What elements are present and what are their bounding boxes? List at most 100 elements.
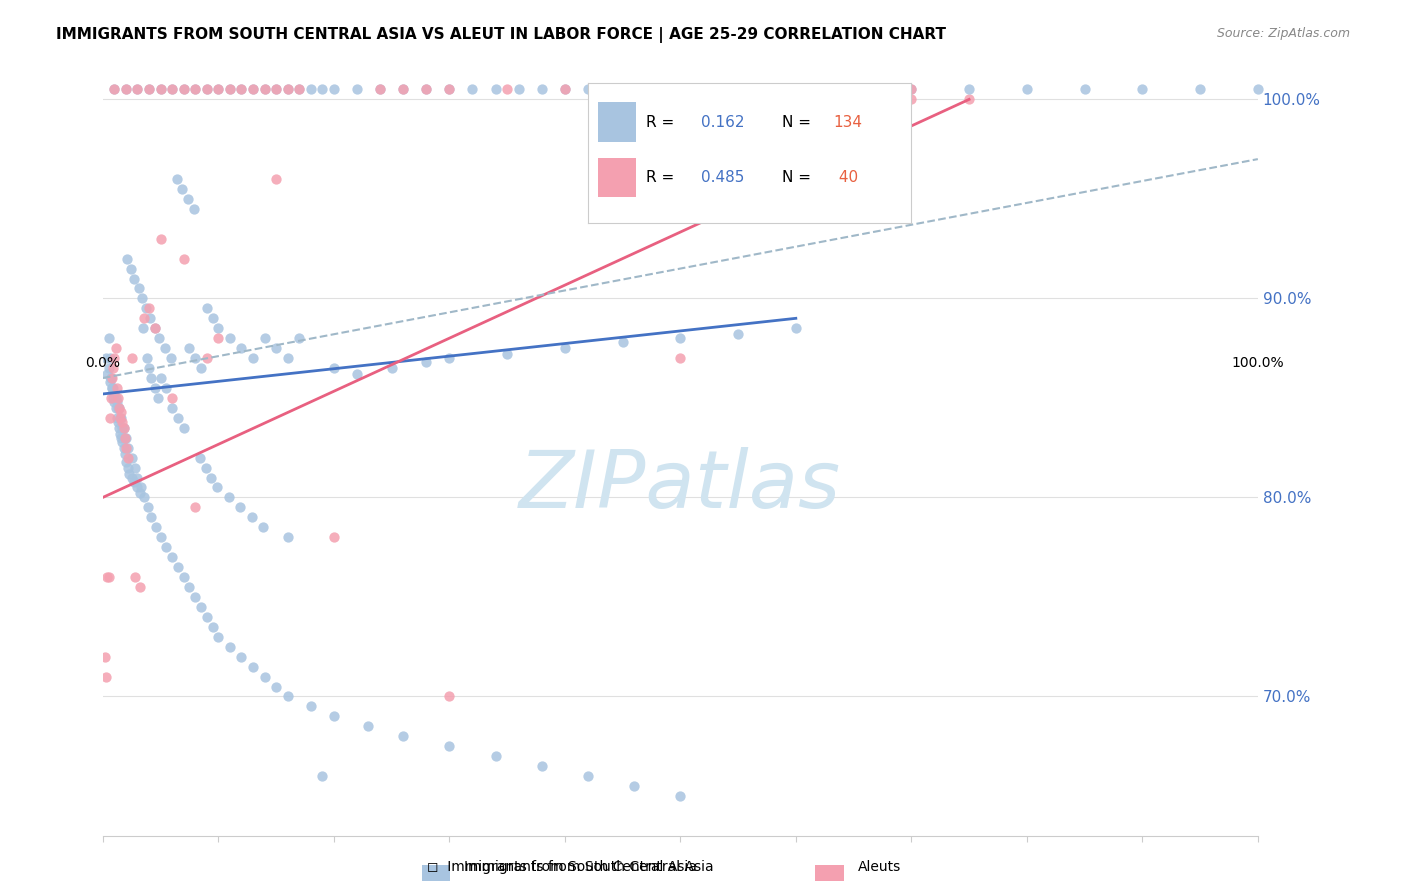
Point <box>201 620 224 634</box>
Point <box>103 351 125 365</box>
Point <box>554 82 576 96</box>
Point <box>184 500 207 515</box>
Point <box>218 82 240 96</box>
Text: ◻  Immigrants from South Central Asia: ◻ Immigrants from South Central Asia <box>427 860 697 874</box>
Point <box>134 491 156 505</box>
Point <box>195 301 218 316</box>
Point <box>842 82 865 96</box>
Point <box>138 301 160 316</box>
Point <box>108 410 131 425</box>
Point <box>508 82 530 96</box>
Point <box>167 410 190 425</box>
Point <box>439 690 461 704</box>
Point <box>166 172 188 186</box>
Point <box>108 401 131 415</box>
Point <box>368 82 391 96</box>
Point <box>103 381 125 395</box>
Point <box>173 570 195 584</box>
Point <box>115 252 138 266</box>
Point <box>439 82 461 96</box>
Point <box>205 481 228 495</box>
Point <box>149 530 172 544</box>
Point <box>900 82 922 96</box>
Text: Source: ZipAtlas.com: Source: ZipAtlas.com <box>1216 27 1350 40</box>
Point <box>484 749 506 764</box>
Point <box>785 321 807 335</box>
Point <box>132 321 155 335</box>
Point <box>117 441 139 455</box>
Point <box>669 789 692 803</box>
Point <box>242 659 264 673</box>
Point <box>496 82 519 96</box>
Point <box>277 530 299 544</box>
Point <box>121 351 143 365</box>
Point <box>322 361 344 376</box>
Point <box>264 82 287 96</box>
Point <box>207 630 229 644</box>
Point <box>110 410 132 425</box>
Point <box>135 351 157 365</box>
Point <box>104 341 127 355</box>
Point <box>253 331 276 345</box>
Point <box>207 82 229 96</box>
Point <box>484 82 506 96</box>
Point <box>101 381 124 395</box>
Point <box>415 82 437 96</box>
Point <box>669 82 692 96</box>
Point <box>392 82 415 96</box>
Point <box>96 351 118 365</box>
Point <box>253 669 276 683</box>
Point <box>179 580 201 594</box>
Point <box>160 391 183 405</box>
Point <box>240 510 263 524</box>
Point <box>103 387 125 401</box>
Point <box>141 371 163 385</box>
Text: 0.0%: 0.0% <box>86 356 121 370</box>
Text: IMMIGRANTS FROM SOUTH CENTRAL ASIA VS ALEUT IN LABOR FORCE | AGE 25-29 CORRELATI: IMMIGRANTS FROM SOUTH CENTRAL ASIA VS AL… <box>56 27 946 43</box>
Point <box>138 82 160 96</box>
Point <box>96 669 118 683</box>
Point <box>188 450 211 465</box>
Point <box>112 441 135 455</box>
Point <box>277 351 299 365</box>
Point <box>785 152 807 166</box>
Point <box>1073 82 1095 96</box>
Point <box>138 361 160 376</box>
Point <box>218 331 240 345</box>
Point <box>149 371 172 385</box>
Point <box>100 371 122 385</box>
Point <box>1130 82 1153 96</box>
Point <box>842 82 865 96</box>
Point <box>100 371 122 385</box>
Point <box>143 381 166 395</box>
Point <box>195 82 218 96</box>
Point <box>173 82 195 96</box>
Point <box>439 739 461 754</box>
Point <box>623 779 645 793</box>
Point <box>160 351 183 365</box>
Point <box>96 570 118 584</box>
Point <box>231 341 253 355</box>
Point <box>118 467 141 481</box>
Point <box>264 82 287 96</box>
Text: Aleuts: Aleuts <box>858 860 901 874</box>
Point <box>392 729 415 743</box>
Point <box>195 351 218 365</box>
Point <box>322 82 344 96</box>
Point <box>160 82 183 96</box>
Point <box>149 82 172 96</box>
Point <box>179 341 201 355</box>
Point <box>439 351 461 365</box>
Point <box>112 421 135 435</box>
Point <box>143 321 166 335</box>
Point <box>368 82 391 96</box>
Point <box>183 202 205 216</box>
Point <box>124 460 146 475</box>
Point <box>114 431 136 445</box>
Point <box>107 401 129 415</box>
Point <box>242 82 264 96</box>
Point <box>127 82 149 96</box>
Point <box>231 82 253 96</box>
Point <box>117 450 139 465</box>
Point <box>415 355 437 369</box>
